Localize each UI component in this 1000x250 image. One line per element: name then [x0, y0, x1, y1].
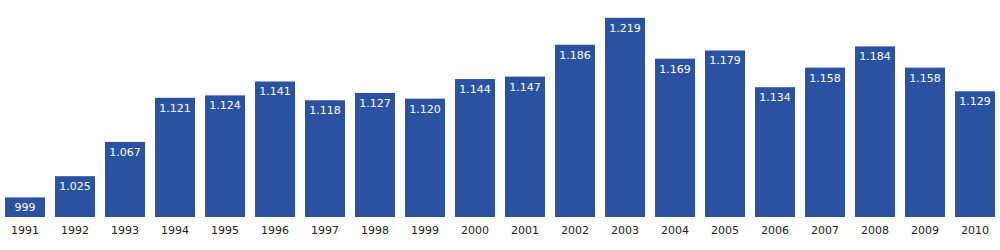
data-label: 1.121 [159, 102, 191, 115]
x-tick-label: 1997 [311, 224, 339, 237]
x-tick-label: 2000 [461, 224, 489, 237]
chart: 999 1.025 1.067 1.121 1.124 1.141 1.118 1.127 1.… [0, 0, 1000, 250]
x-tick-label: 1993 [111, 224, 139, 237]
x-tick-label: 1996 [261, 224, 289, 237]
bar [605, 18, 645, 217]
data-label: 1.169 [659, 63, 691, 76]
chart-container: 999 1.025 1.067 1.121 1.124 1.141 1.118 1.127 1.… [0, 0, 1000, 250]
data-label: 1.184 [859, 50, 891, 63]
bar [855, 46, 895, 217]
data-label: 999 [15, 201, 36, 214]
data-label: 1.179 [709, 54, 741, 67]
bar [705, 50, 745, 217]
bar [105, 142, 145, 217]
bar [505, 77, 545, 217]
x-tick-label: 2004 [661, 224, 689, 237]
data-label: 1.118 [309, 104, 341, 117]
x-tick-label: 1992 [61, 224, 89, 237]
x-tick-label: 2007 [811, 224, 839, 237]
data-label: 1.158 [909, 72, 941, 85]
bar [55, 176, 95, 217]
data-label: 1.025 [59, 180, 91, 193]
data-label: 1.186 [559, 49, 591, 62]
bar [805, 68, 845, 217]
data-labels: 999 1.025 1.067 1.121 1.124 1.141 1.118 1.127 1.… [15, 22, 991, 215]
bar [5, 197, 45, 217]
x-tick-label: 1994 [161, 224, 189, 237]
bar [405, 99, 445, 217]
x-tick-label: 1995 [211, 224, 239, 237]
bar [655, 59, 695, 217]
x-tick-label: 2009 [911, 224, 939, 237]
bar [255, 81, 295, 217]
data-label: 1.141 [259, 85, 291, 98]
bar [155, 98, 195, 217]
x-tick-label: 2002 [561, 224, 589, 237]
x-tick-label: 1999 [411, 224, 439, 237]
bar [455, 79, 495, 217]
data-label: 1.219 [609, 22, 641, 35]
bar [205, 95, 245, 217]
bars [5, 18, 995, 217]
data-label: 1.147 [509, 81, 541, 94]
bar [955, 91, 995, 217]
data-label: 1.067 [109, 146, 141, 159]
x-tick-label: 2003 [611, 224, 639, 237]
data-label: 1.158 [809, 72, 841, 85]
bar [755, 87, 795, 217]
data-label: 1.134 [759, 91, 791, 104]
x-tick-label: 2010 [961, 224, 989, 237]
x-tick-label: 2001 [511, 224, 539, 237]
data-label: 1.127 [359, 97, 391, 110]
bar [905, 68, 945, 217]
x-tick-label: 2006 [761, 224, 789, 237]
data-label: 1.120 [409, 103, 441, 116]
x-tick-label: 2005 [711, 224, 739, 237]
x-axis: 1991 1992 1993 1994 1995 1996 1997 1998 1999 2000… [11, 224, 989, 237]
data-label: 1.124 [209, 99, 241, 112]
bar [555, 45, 595, 217]
bar [355, 93, 395, 217]
x-tick-label: 2008 [861, 224, 889, 237]
x-tick-label: 1991 [11, 224, 39, 237]
bar [305, 100, 345, 217]
data-label: 1.129 [959, 95, 991, 108]
data-label: 1.144 [459, 83, 491, 96]
x-tick-label: 1998 [361, 224, 389, 237]
